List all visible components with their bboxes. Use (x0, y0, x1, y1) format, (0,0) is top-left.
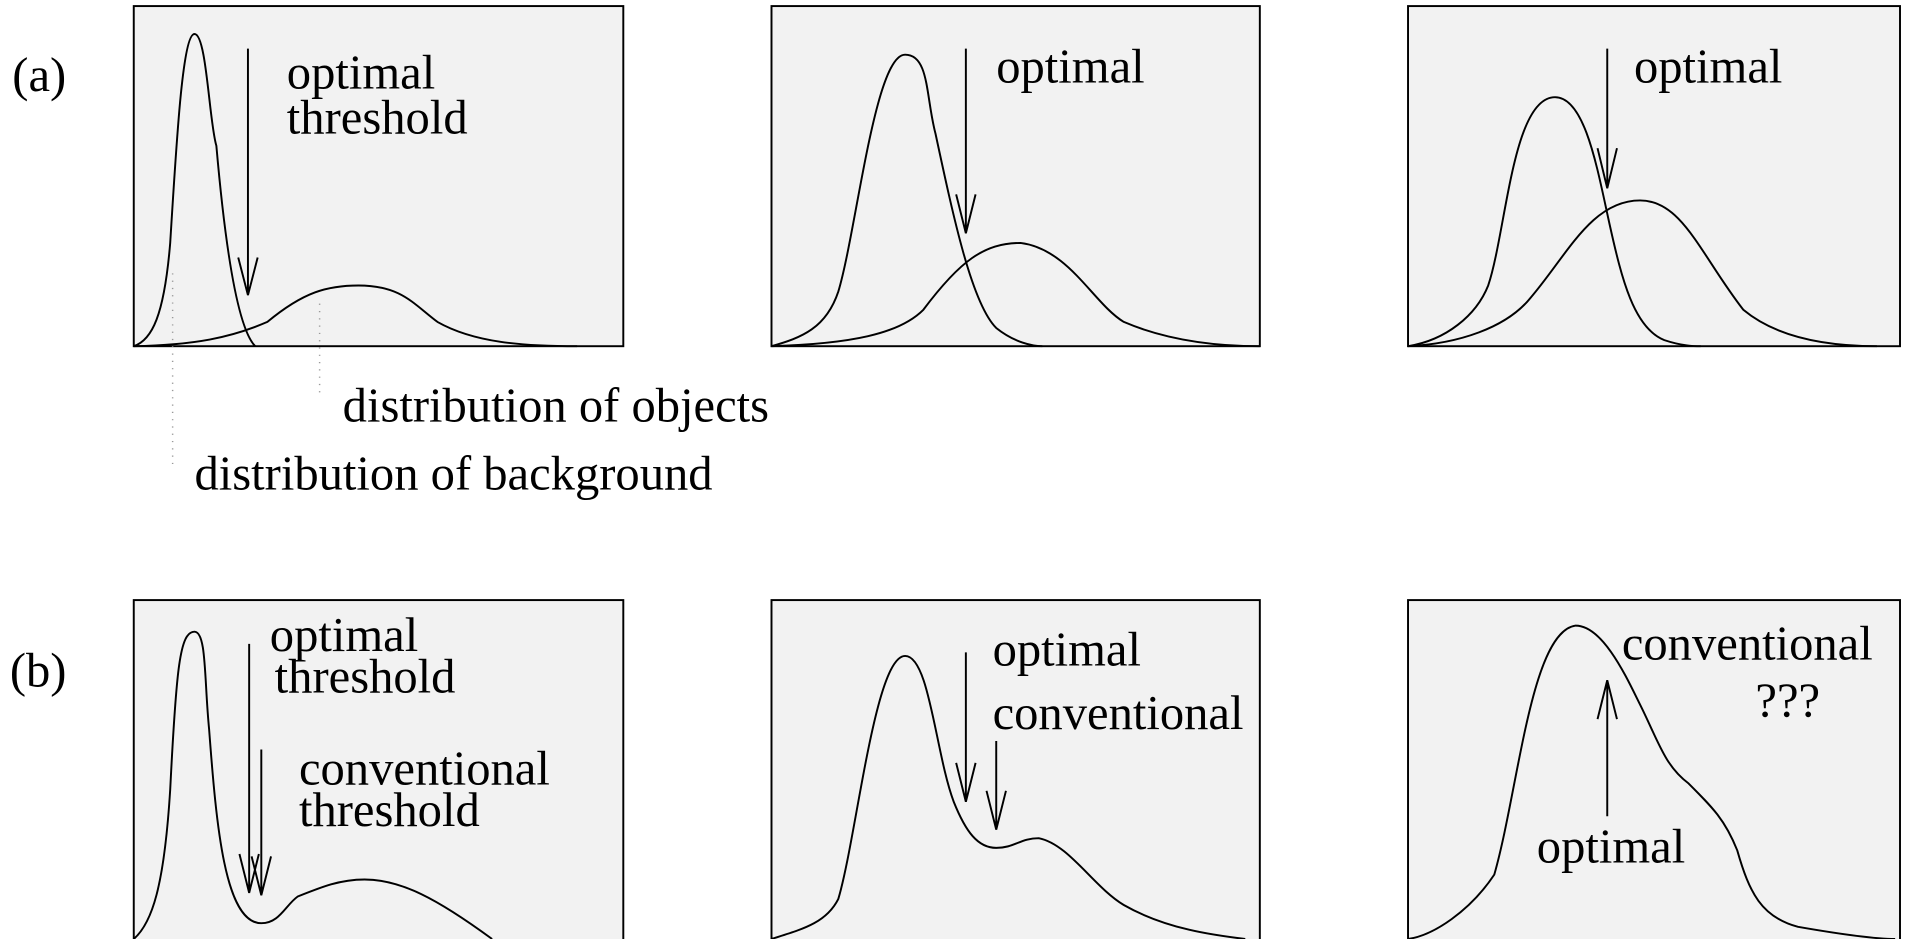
histogram-curve (1407, 624, 1896, 939)
panel-text: optimal (993, 623, 1141, 677)
row-label: (b) (10, 643, 67, 697)
panel-text: threshold (287, 91, 468, 145)
panel (770, 599, 1261, 939)
background-curve (1407, 96, 1701, 348)
annotation: distribution of background (194, 447, 712, 501)
panel-text: conventional (299, 742, 550, 796)
annotation: distribution of objects (343, 379, 769, 433)
arrow (238, 643, 260, 894)
panel-text: optimal (1634, 40, 1782, 94)
histogram-curve (133, 630, 493, 939)
panel-text: optimal (287, 46, 435, 100)
arrow (1596, 48, 1618, 189)
panel-text: threshold (275, 649, 456, 703)
row-label: (a) (12, 48, 66, 102)
arrow (237, 48, 259, 296)
histogram-curve (771, 654, 1246, 939)
arrow (955, 48, 977, 234)
arrow (250, 749, 272, 896)
objects-curve (1407, 199, 1877, 348)
arrow (1596, 680, 1618, 817)
panel (770, 5, 1261, 348)
panel (132, 599, 625, 939)
arrow (985, 740, 1007, 830)
panel-text: threshold (299, 783, 480, 837)
panel (1407, 599, 1901, 939)
arrow (955, 652, 977, 802)
panel-text: optimal (996, 40, 1144, 94)
background-curve (133, 33, 256, 348)
panel-text: ??? (1755, 674, 1820, 728)
objects-curve (771, 241, 1260, 348)
panel-text: optimal (270, 608, 418, 662)
panel-text: conventional (993, 686, 1244, 740)
objects-curve (133, 284, 578, 348)
background-curve (771, 53, 1043, 348)
panel-text: conventional (1622, 617, 1873, 671)
panel (132, 5, 625, 348)
panel (1407, 5, 1901, 348)
panel-text: optimal (1537, 819, 1685, 873)
